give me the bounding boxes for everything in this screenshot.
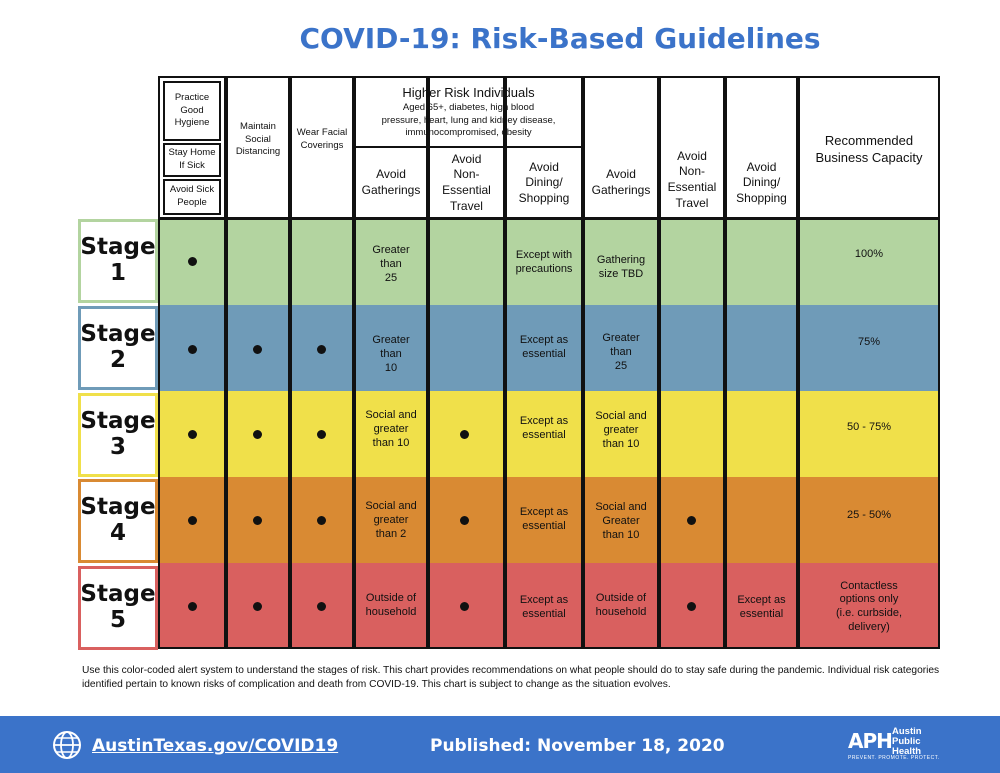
stage-3-coverings-dot [317, 430, 326, 439]
header-hr-travel: Avoid Non- Essential Travel [442, 151, 491, 213]
stage-2-distancing-dot [253, 345, 262, 354]
stage-1-label: Stage 1 [78, 219, 158, 303]
stage-5-capacity: Contactless options only (i.e. curbside,… [835, 579, 903, 633]
col-travel [659, 76, 725, 649]
aph-logo: APH Austin Public Health PREVENT. PROMOT… [848, 727, 958, 763]
stage-5-hr-dining: Except as essential [519, 594, 569, 620]
header-travel: Avoid Non- Essential Travel [667, 148, 717, 210]
header-hr-gatherings: Avoid Gatherings [361, 167, 421, 197]
stage-3-capacity: 50 - 75% [846, 421, 892, 434]
globe-icon [53, 731, 81, 759]
header-dining: Avoid Dining/ Shopping [736, 159, 787, 205]
stage-5-gatherings: Outside of household [595, 592, 647, 618]
covid-link[interactable]: AustinTexas.gov/COVID19 [92, 736, 339, 756]
stay-home-box [163, 143, 221, 177]
stage-5-dining: Except as essential [737, 594, 786, 620]
stage-2-hygiene-dot [188, 345, 197, 354]
stage-5-coverings-dot [317, 602, 326, 611]
stage-4-hr-travel-dot [460, 516, 469, 525]
stage-4-gatherings: Social and Greater than 10 [595, 501, 647, 541]
stage-1-capacity: 100% [854, 248, 884, 261]
stage-2-label: Stage 2 [78, 306, 158, 390]
stage-4-hr-dining: Except as essential [519, 506, 569, 532]
stage-5-hr-gatherings: Outside of household [365, 592, 417, 618]
stage-4-coverings-dot [317, 516, 326, 525]
stage-1-gatherings: Gathering size TBD [596, 254, 646, 280]
col-distancing [226, 76, 290, 649]
stage-1-hr-gatherings: Greater than 25 [372, 244, 410, 284]
stage-4-hygiene-dot [188, 516, 197, 525]
stage-4-travel-dot [687, 516, 696, 525]
stage-4-distancing-dot [253, 516, 262, 525]
stage-2-hr-gatherings: Greater than 10 [372, 334, 410, 374]
footer-bar: AustinTexas.gov/COVID19 Published: Novem… [0, 716, 1000, 773]
stage-2-hr-dining: Except as essential [519, 334, 569, 360]
stage-2-gatherings: Greater than 25 [602, 332, 640, 372]
page-title: COVID-19: Risk-Based Guidelines [299, 22, 821, 55]
header-avoid-sick: Avoid Sick People [169, 184, 215, 208]
stage-2-coverings-dot [317, 345, 326, 354]
stage-2-capacity: 75% [857, 336, 881, 349]
stage-1-hr-dining: Except with precautions [515, 249, 573, 275]
header-divider [158, 217, 940, 220]
stage-5-travel-dot [687, 602, 696, 611]
header-higher-risk-detail: Aged 65+, diabetes, high blood pressure,… [381, 101, 556, 139]
col-dining [725, 76, 798, 649]
header-hygiene: Practice Good Hygiene [174, 91, 210, 129]
header-higher-risk-title: Higher Risk Individuals [402, 84, 535, 100]
stage-5-label: Stage 5 [78, 566, 158, 650]
stage-1-hygiene-dot [188, 257, 197, 266]
header-hr-dining: Avoid Dining/ Shopping [518, 159, 570, 205]
col-coverings [290, 76, 354, 649]
avoid-sick-box [163, 179, 221, 215]
stage-3-label: Stage 3 [78, 393, 158, 477]
aph-logo-mark: APH [848, 729, 893, 753]
header-gatherings: Avoid Gatherings [591, 167, 651, 197]
footnote: Use this color-coded alert system to und… [82, 665, 940, 691]
stage-3-hr-dining: Except as essential [519, 415, 569, 441]
hygiene-box [163, 81, 221, 141]
col-hygiene [158, 76, 226, 649]
col-capacity [798, 76, 940, 649]
stage-3-hr-gatherings: Social and greater than 10 [365, 409, 417, 449]
published-date: Published: November 18, 2020 [430, 736, 725, 756]
stage-5-hr-travel-dot [460, 602, 469, 611]
stage-4-label: Stage 4 [78, 479, 158, 563]
stage-5-distancing-dot [253, 602, 262, 611]
aph-logo-name: Austin Public Health [892, 726, 922, 757]
stage-3-distancing-dot [253, 430, 262, 439]
col-gatherings [583, 76, 659, 649]
aph-logo-tagline: PREVENT. PROMOTE. PROTECT. [848, 755, 940, 761]
stage-4-hr-gatherings: Social and greater than 2 [365, 500, 417, 540]
header-capacity: Recommended Business Capacity [815, 133, 923, 165]
stage-4-capacity: 25 - 50% [846, 509, 892, 522]
higher-risk-header-box [354, 76, 583, 148]
stage-3-hygiene-dot [188, 430, 197, 439]
stage-5-hygiene-dot [188, 602, 197, 611]
header-coverings: Wear Facial Coverings [296, 127, 348, 151]
stage-3-gatherings: Social and greater than 10 [595, 410, 647, 450]
header-stay-home: Stay Home If Sick [168, 147, 216, 171]
stage-3-hr-travel-dot [460, 430, 469, 439]
header-distancing: Maintain Social Distancing [235, 120, 281, 158]
